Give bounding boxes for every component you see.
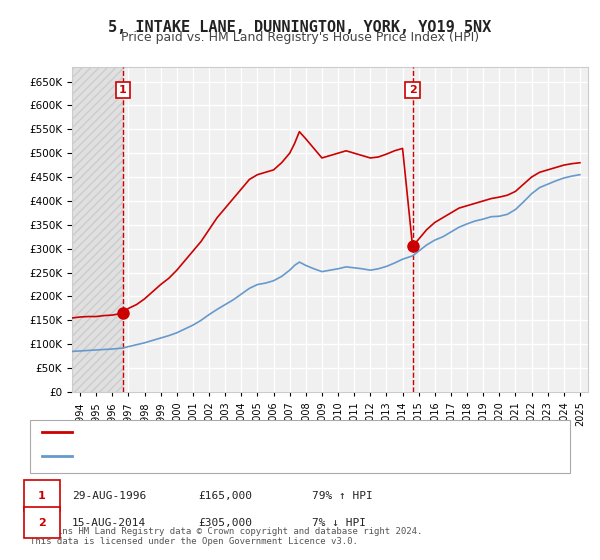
- Text: 1: 1: [38, 491, 46, 501]
- Text: 29-AUG-1996: 29-AUG-1996: [72, 491, 146, 501]
- Text: 5, INTAKE LANE, DUNNINGTON, YORK, YO19 5NX: 5, INTAKE LANE, DUNNINGTON, YORK, YO19 5…: [109, 20, 491, 35]
- Text: HPI: Average price, detached house, York: HPI: Average price, detached house, York: [78, 450, 328, 460]
- Text: 2: 2: [38, 518, 46, 528]
- Bar: [72, 67, 123, 392]
- Text: Contains HM Land Registry data © Crown copyright and database right 2024.
This d: Contains HM Land Registry data © Crown c…: [30, 526, 422, 546]
- Text: 7% ↓ HPI: 7% ↓ HPI: [312, 518, 366, 528]
- Text: 5, INTAKE LANE, DUNNINGTON, YORK, YO19 5NX (detached house): 5, INTAKE LANE, DUNNINGTON, YORK, YO19 5…: [78, 427, 447, 437]
- Text: 1: 1: [119, 85, 127, 95]
- Text: £305,000: £305,000: [198, 518, 252, 528]
- Bar: [72, 67, 123, 392]
- Text: 2: 2: [409, 85, 416, 95]
- Text: £165,000: £165,000: [198, 491, 252, 501]
- Text: 79% ↑ HPI: 79% ↑ HPI: [312, 491, 373, 501]
- Text: 15-AUG-2014: 15-AUG-2014: [72, 518, 146, 528]
- Text: Price paid vs. HM Land Registry's House Price Index (HPI): Price paid vs. HM Land Registry's House …: [121, 31, 479, 44]
